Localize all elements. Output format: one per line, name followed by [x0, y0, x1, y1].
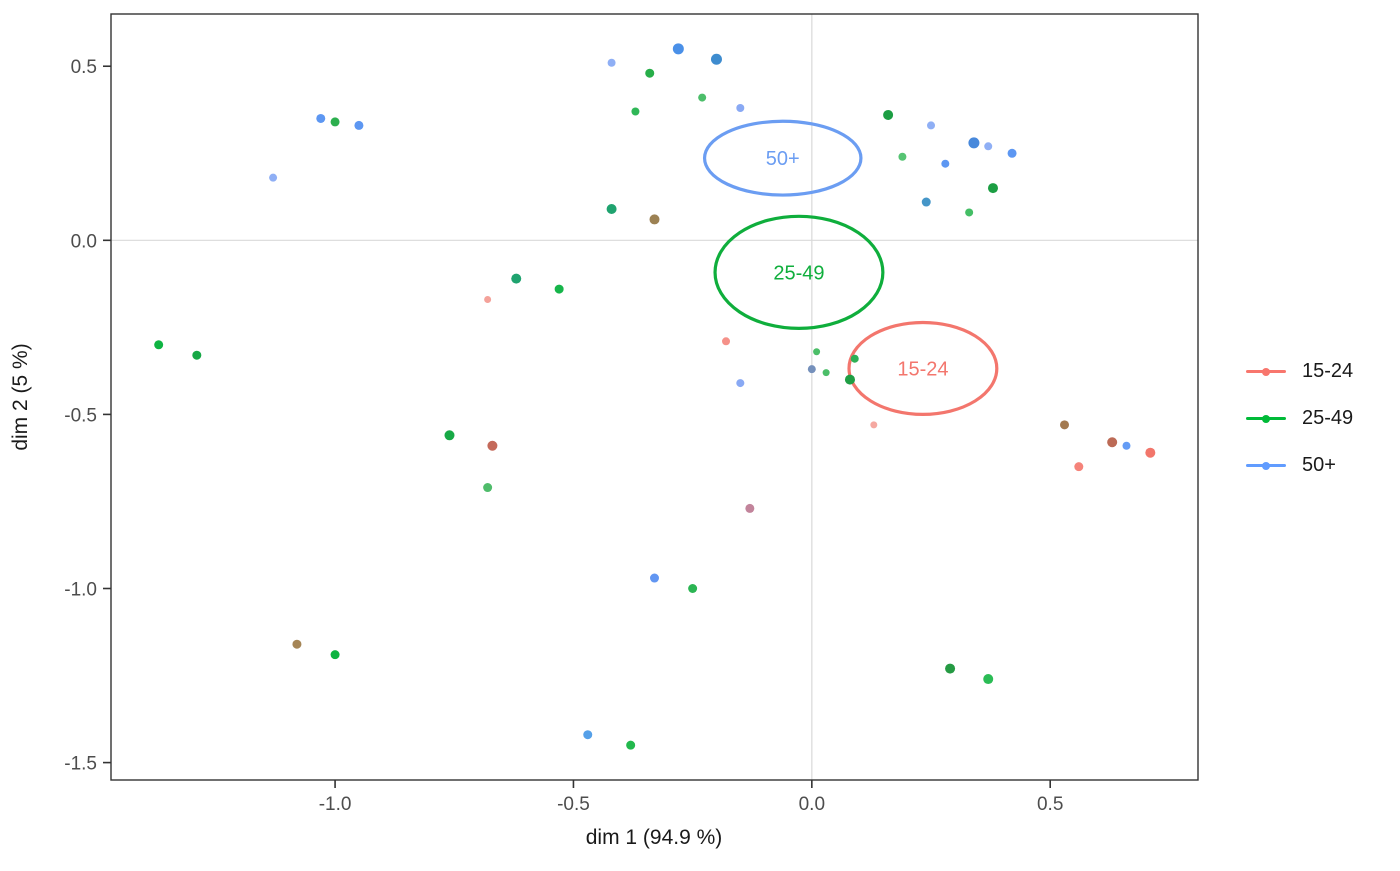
legend-point-icon: [1262, 461, 1270, 470]
data-point: [606, 203, 617, 214]
y-axis-title: dim 2 (5 %): [9, 343, 32, 450]
data-point: [1145, 447, 1156, 458]
data-point: [883, 109, 894, 120]
data-point: [870, 421, 878, 429]
data-point: [921, 197, 931, 207]
data-point: [807, 365, 816, 374]
confidence-ellipse: [713, 214, 885, 331]
data-point: [631, 107, 640, 116]
data-point: [813, 348, 821, 356]
data-point: [698, 93, 707, 102]
data-point: [898, 152, 907, 161]
data-point: [927, 121, 936, 130]
ellipse-label: 15-24: [897, 358, 948, 380]
y-tick-label: 0.5: [71, 57, 97, 78]
y-tick-label: -1.0: [64, 580, 97, 601]
legend-marker-50plus: [1246, 461, 1286, 471]
x-tick-label: -1.0: [319, 794, 352, 815]
x-tick-label: 0.0: [799, 794, 825, 815]
data-point: [292, 639, 302, 649]
data-point: [649, 214, 660, 225]
data-point: [844, 374, 855, 385]
data-point: [984, 142, 993, 151]
data-point: [330, 650, 340, 660]
data-point: [330, 117, 340, 127]
x-tick-label: 0.5: [1037, 794, 1063, 815]
data-point: [965, 208, 974, 217]
legend-label: 25-49: [1302, 407, 1354, 429]
x-axis-title: dim 1 (94.9 %): [586, 826, 723, 849]
confidence-ellipse: [702, 119, 863, 197]
data-point: [511, 273, 522, 284]
data-point: [987, 183, 998, 194]
data-point: [1007, 148, 1017, 158]
data-point: [672, 43, 684, 55]
data-point: [736, 104, 745, 113]
data-point: [192, 350, 202, 360]
data-point: [745, 503, 755, 513]
data-point: [941, 159, 950, 168]
legend-marker-25-49: [1246, 414, 1286, 424]
data-point: [945, 663, 956, 674]
legend: 15-24 25-49 50+: [1246, 348, 1353, 489]
y-tick-label: -0.5: [64, 405, 97, 426]
data-point: [736, 379, 745, 388]
data-point: [983, 674, 994, 685]
x-tick-label: -0.5: [557, 794, 590, 815]
legend-point-icon: [1262, 414, 1270, 423]
data-point: [487, 440, 498, 451]
data-point: [1060, 420, 1070, 430]
data-point: [850, 354, 859, 363]
data-point: [650, 573, 659, 583]
data-point: [444, 430, 455, 441]
data-points: [154, 43, 1156, 750]
data-point: [554, 284, 564, 294]
data-point: [626, 740, 636, 750]
data-point: [607, 58, 616, 67]
data-point: [484, 296, 492, 304]
data-point: [483, 483, 493, 493]
legend-point-icon: [1262, 367, 1270, 376]
legend-label: 50+: [1302, 454, 1336, 476]
data-point: [316, 113, 326, 123]
data-point: [688, 584, 698, 593]
confidence-ellipse: [847, 320, 999, 417]
data-point: [1107, 437, 1118, 448]
y-tick-label: -1.5: [64, 754, 97, 775]
data-point: [354, 120, 364, 130]
data-point: [269, 173, 278, 182]
plot-panel: [110, 13, 1199, 781]
data-point: [710, 53, 722, 65]
data-point: [1074, 462, 1084, 472]
data-point: [968, 137, 980, 149]
axes: -1.0 -0.5 0.0 0.5 0.5 0.0 -0.5 -1.0 -1.5: [64, 57, 1063, 815]
legend-item-50plus: 50+: [1246, 442, 1353, 489]
confidence-ellipses: 50+ 25-49 15-24: [702, 119, 999, 417]
legend-item-15-24: 15-24: [1246, 348, 1353, 395]
legend-label: 15-24: [1302, 360, 1354, 382]
legend-item-25-49: 25-49: [1246, 395, 1353, 442]
data-point: [722, 337, 731, 346]
data-point: [1122, 441, 1131, 450]
legend-marker-15-24: [1246, 367, 1286, 377]
panel-border: [110, 13, 1199, 781]
ellipse-label: 50+: [766, 148, 800, 170]
data-point: [154, 340, 164, 350]
y-tick-label: 0.0: [71, 231, 97, 252]
ellipse-label: 25-49: [773, 262, 824, 284]
data-point: [645, 68, 655, 78]
data-point: [583, 730, 593, 740]
data-point: [822, 369, 830, 377]
